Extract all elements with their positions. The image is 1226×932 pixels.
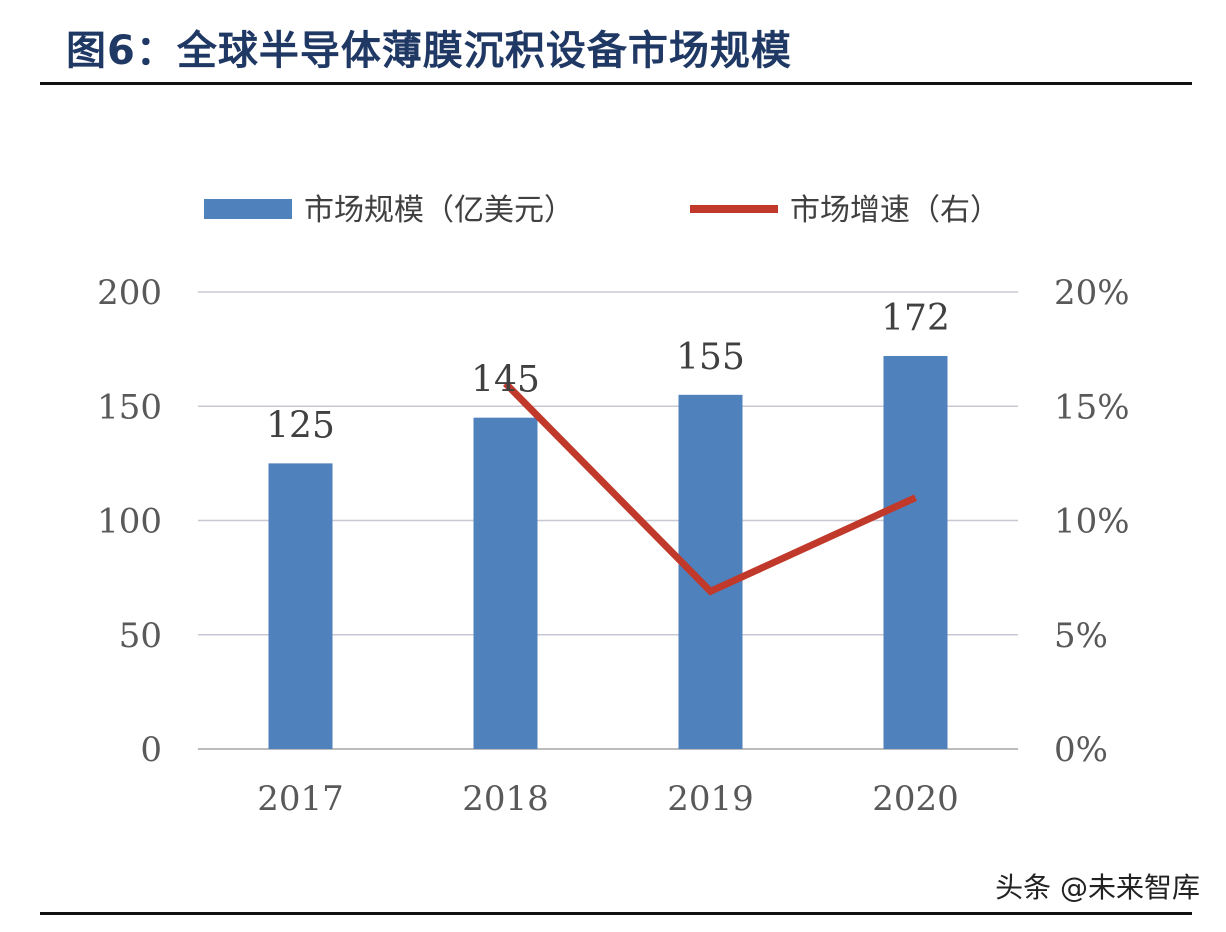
bar-2018: [473, 417, 538, 749]
x-tick-label: 2019: [667, 779, 754, 819]
growth-line: [503, 380, 917, 596]
watermark: 头条 @未来智库: [995, 871, 1200, 904]
y2-tick-label: 0%: [1054, 730, 1108, 770]
y-tick-label: 50: [119, 616, 162, 656]
y-tick-label: 150: [97, 387, 162, 427]
y2-tick-label: 15%: [1054, 387, 1130, 427]
bar-2017: [268, 463, 333, 749]
legend-label-line: 市场增速（右）: [790, 193, 1000, 228]
figure-title: 图6：全球半导体薄膜沉积设备市场规模: [66, 28, 792, 74]
data-label: 155: [676, 337, 745, 378]
data-label: 145: [471, 360, 540, 401]
data-label: 172: [881, 298, 950, 339]
data-label: 125: [266, 405, 335, 446]
y-tick-label: 100: [97, 502, 162, 542]
y-tick-label: 200: [97, 273, 162, 313]
y2-tick-label: 10%: [1054, 502, 1130, 542]
legend-swatch-bar: [204, 199, 292, 219]
footer-rule: [40, 912, 1192, 915]
bar-2020: [883, 355, 948, 749]
y2-tick-label: 5%: [1054, 616, 1108, 656]
x-tick-label: 2018: [462, 779, 549, 819]
y2-tick-label: 20%: [1054, 273, 1130, 313]
x-tick-label: 2020: [872, 779, 959, 819]
x-tick-label: 2017: [257, 779, 344, 819]
title-rule: [40, 82, 1192, 85]
y-tick-label: 0: [140, 730, 162, 770]
legend-label-bar: 市场规模（亿美元）: [304, 193, 574, 228]
